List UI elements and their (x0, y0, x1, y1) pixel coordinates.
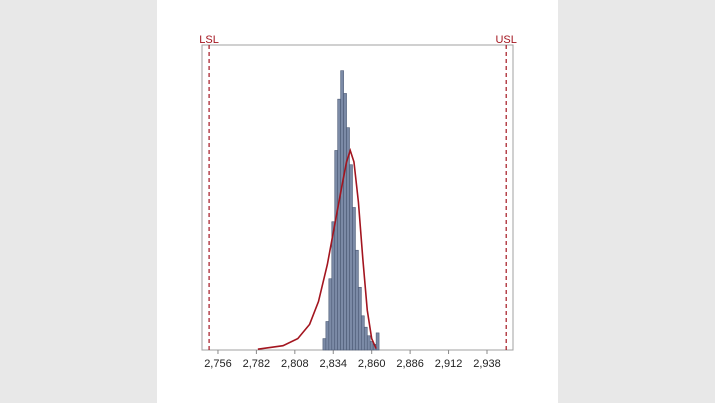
x-tick-label: 2,756 (204, 358, 232, 370)
x-tick-label: 2,860 (358, 358, 386, 370)
fit-curve (257, 147, 377, 350)
bar (325, 321, 330, 351)
bar (358, 286, 362, 351)
x-tick-label: 2,782 (243, 358, 271, 370)
bar (352, 207, 356, 351)
bar (361, 315, 365, 351)
bar (366, 335, 371, 351)
bar (375, 332, 380, 351)
bar (328, 278, 333, 351)
bar (355, 249, 359, 351)
bar (334, 150, 338, 351)
spec-limit-label: LSL (199, 34, 219, 46)
x-tick-label: 2,886 (396, 358, 424, 370)
bar (349, 164, 353, 351)
bar (363, 326, 368, 351)
spec-limit-label: USL (495, 34, 516, 46)
bar (337, 98, 341, 351)
x-tick-label: 2,912 (435, 358, 463, 370)
x-tick-label: 2,938 (473, 358, 501, 370)
bar (322, 338, 327, 351)
x-tick-label: 2,834 (319, 358, 347, 370)
x-tick-label: 2,808 (281, 358, 309, 370)
bar (340, 70, 344, 351)
bar (343, 93, 347, 351)
